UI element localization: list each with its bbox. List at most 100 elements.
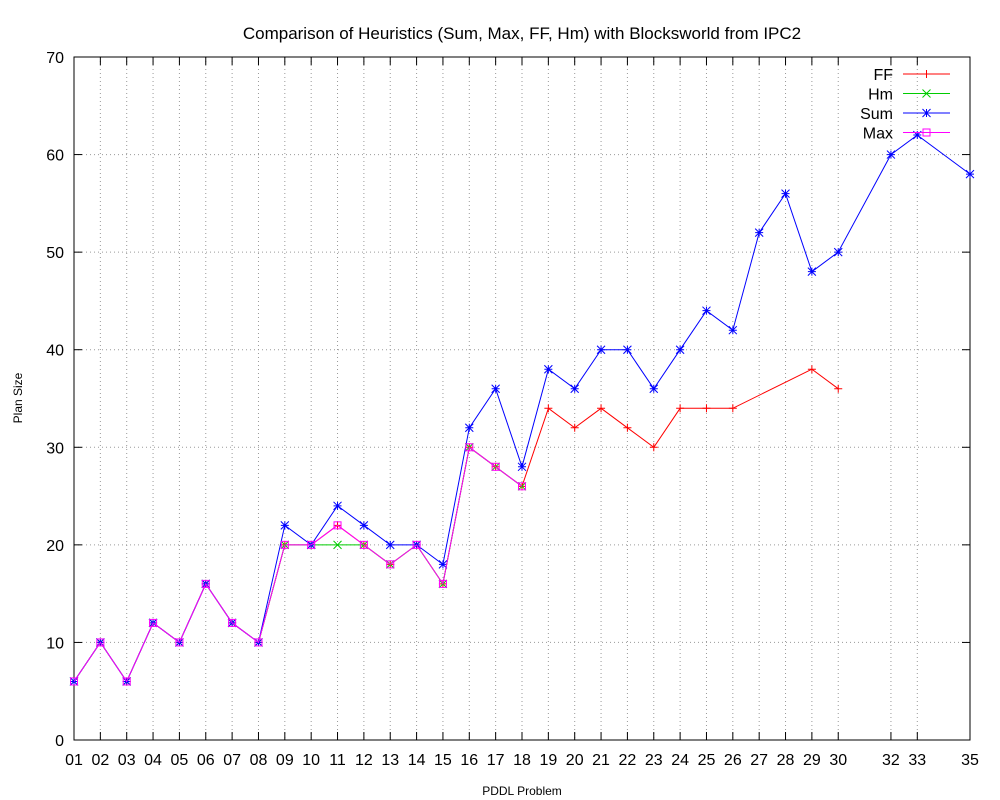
plus-marker	[728, 404, 737, 413]
x-tick-label: 21	[592, 752, 610, 769]
y-tick-label: 50	[46, 245, 64, 262]
plus-marker	[597, 404, 606, 413]
plus-marker	[570, 423, 579, 432]
cross-marker	[922, 89, 931, 98]
cross-marker	[517, 481, 527, 491]
legend-item-max: Max	[863, 126, 950, 143]
star-marker	[491, 384, 501, 394]
square-marker	[149, 618, 158, 627]
legend: FF Hm Sum Max	[860, 67, 950, 143]
y-tick-label: 20	[46, 538, 64, 555]
star-marker	[359, 520, 369, 530]
plus-marker	[702, 404, 711, 413]
x-tick-label: 26	[724, 752, 742, 769]
star-marker	[728, 325, 738, 335]
star-marker	[464, 423, 474, 433]
star-marker	[333, 501, 342, 511]
x-tick-label: 01	[65, 752, 83, 769]
star-marker	[886, 150, 896, 159]
x-tick-label: 30	[829, 752, 847, 769]
y-tick-label: 30	[46, 440, 64, 457]
square-marker	[307, 540, 316, 549]
x-tick-label: 32	[882, 752, 900, 769]
legend-label: FF	[873, 67, 893, 84]
legend-label: Hm	[868, 87, 893, 104]
star-marker	[438, 560, 448, 569]
series-ff	[70, 365, 843, 686]
x-tick-label: 35	[961, 752, 979, 769]
series-layer	[69, 130, 975, 686]
x-tick-label: 18	[513, 752, 531, 769]
square-marker	[359, 540, 368, 549]
x-tick-label: 11	[329, 752, 346, 769]
plus-marker	[544, 404, 553, 413]
x-tick-label: 23	[645, 752, 663, 769]
y-tick-label: 60	[46, 148, 64, 165]
plus-marker	[834, 384, 843, 393]
star-marker	[596, 345, 606, 355]
square-marker	[518, 482, 526, 491]
y-axis-label: Plan Size	[11, 372, 25, 423]
cross-marker	[333, 540, 342, 550]
series-line-max	[73, 446, 523, 683]
square-marker	[122, 677, 131, 686]
square-marker	[70, 677, 78, 686]
plus-marker	[623, 423, 632, 432]
x-tick-label: 27	[750, 752, 768, 769]
x-tick-label: 22	[619, 752, 637, 769]
legend-item-sum: Sum	[860, 106, 950, 123]
star-marker	[517, 462, 527, 472]
x-tick-label: 28	[777, 752, 795, 769]
square-marker	[96, 638, 105, 647]
legend-item-hm: Hm	[868, 87, 950, 104]
x-tick-label: 15	[434, 752, 452, 769]
x-tick-label: 33	[908, 752, 926, 769]
square-marker	[175, 638, 184, 647]
star-marker	[912, 130, 922, 140]
y-tick-label: 10	[46, 635, 64, 652]
series-line-ff	[73, 368, 839, 683]
x-tick-label: 03	[118, 752, 136, 769]
star-marker	[754, 228, 764, 237]
series-line-hm	[73, 446, 523, 683]
x-tick-label: 14	[408, 752, 426, 769]
star-marker	[280, 520, 290, 530]
star-marker	[623, 345, 632, 355]
star-marker	[675, 345, 685, 355]
star-marker	[543, 364, 553, 374]
x-tick-label: 07	[223, 752, 241, 769]
x-tick-label: 19	[539, 752, 557, 769]
x-tick-label: 02	[91, 752, 109, 769]
x-tick-label: 20	[566, 752, 584, 769]
square-marker	[922, 128, 931, 137]
axis-ticks: 0 10 20 30 40 50 60 70 01 02 03 04 05 06 07 08 09 10 11 12 1…	[46, 50, 979, 769]
x-tick-label: 12	[355, 752, 373, 769]
star-marker	[649, 384, 659, 394]
x-tick-label: 10	[302, 752, 320, 769]
square-marker	[465, 443, 474, 452]
x-axis-label: PDDL Problem	[482, 784, 562, 798]
legend-item-ff: FF	[873, 67, 950, 84]
x-tick-label: 08	[250, 752, 268, 769]
x-tick-label: 24	[671, 752, 689, 769]
square-marker	[280, 540, 289, 549]
square-marker	[254, 638, 263, 647]
y-tick-label: 0	[55, 733, 64, 750]
plus-marker	[676, 404, 685, 413]
x-tick-label: 13	[381, 752, 399, 769]
grid	[74, 57, 970, 740]
series-max	[70, 443, 526, 686]
series-hm	[69, 442, 527, 686]
y-tick-label: 70	[46, 50, 64, 67]
square-marker	[333, 521, 342, 530]
square-marker	[228, 618, 237, 627]
x-tick-label: 06	[197, 752, 215, 769]
star-marker	[807, 267, 817, 277]
star-marker	[702, 306, 711, 316]
x-tick-label: 17	[487, 752, 505, 769]
square-marker	[491, 462, 500, 471]
legend-label: Sum	[860, 106, 893, 123]
square-marker	[412, 540, 421, 549]
square-marker	[201, 579, 210, 588]
